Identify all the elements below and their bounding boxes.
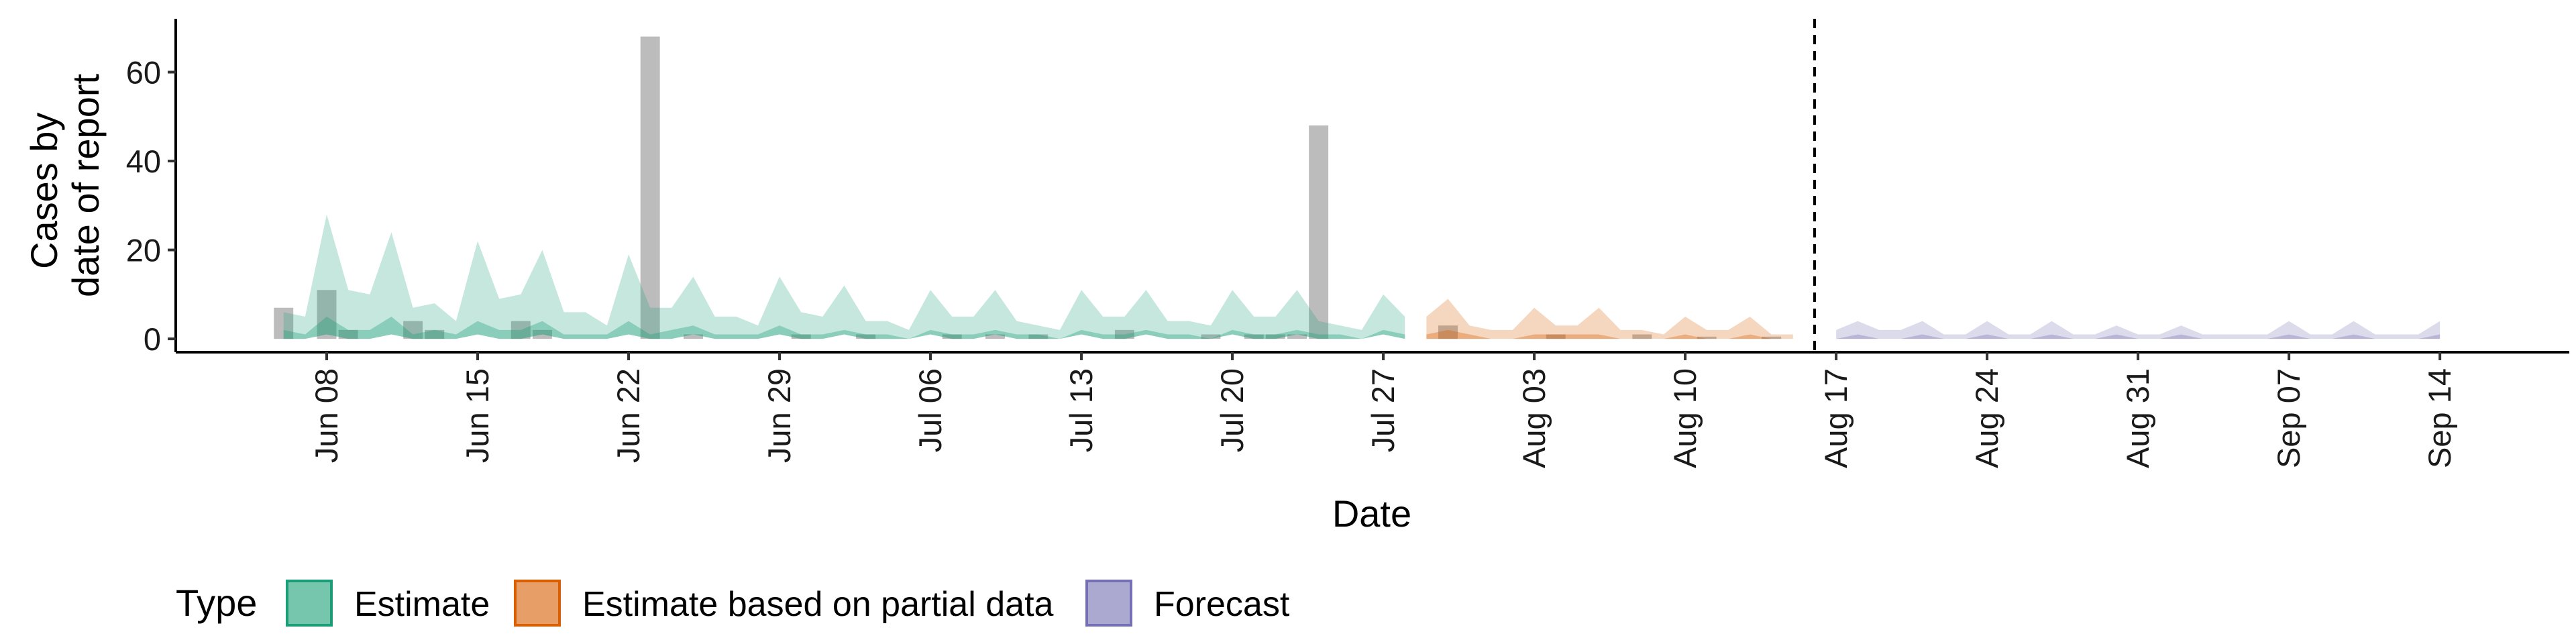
ribbon-90 <box>283 214 1405 339</box>
x-tick-label: Jun 08 <box>309 368 344 463</box>
observed-bar <box>532 329 552 339</box>
x-tick-label: Aug 24 <box>1969 368 2004 468</box>
observed-bar <box>1028 334 1049 339</box>
observed-bar <box>338 329 358 339</box>
observed-bar <box>511 321 531 339</box>
y-tick-label: 60 <box>126 55 161 91</box>
x-tick-label: Jul 13 <box>1063 368 1099 452</box>
legend-label: Forecast <box>1154 585 1290 624</box>
series-2 <box>1836 321 2440 339</box>
ribbon-50 <box>283 316 1405 339</box>
legend-key <box>514 580 561 627</box>
observed-bar <box>1762 336 1782 339</box>
y-axis-title: Cases by date of report <box>23 74 107 298</box>
x-tick-label: Aug 10 <box>1667 368 1703 468</box>
x-tick-label: Sep 07 <box>2271 368 2306 468</box>
ribbon-90 <box>1836 321 2440 339</box>
y-axis-ticks: 0 20 40 60 <box>126 55 176 357</box>
observed-bar <box>403 321 423 339</box>
observed-bar <box>985 334 1005 339</box>
ribbon-50 <box>1836 334 2440 339</box>
x-tick-label: Jun 15 <box>460 368 495 463</box>
observed-bar <box>1697 336 1717 339</box>
observed-bar <box>1632 334 1652 339</box>
observed-bar <box>640 36 660 339</box>
x-tick-label: Jul 20 <box>1214 368 1250 452</box>
x-tick-label: Aug 31 <box>2120 368 2155 468</box>
x-tick-label: Jun 29 <box>761 368 797 463</box>
legend-label: Estimate based on partial data <box>582 585 1054 624</box>
y-tick-label: 0 <box>144 321 161 357</box>
y-axis-title-line-1: Cases by <box>23 113 65 269</box>
y-tick-label: 20 <box>126 233 161 268</box>
series-1 <box>1426 299 1793 339</box>
observed-bar <box>942 334 962 339</box>
legend-key <box>286 580 333 627</box>
x-tick-label: Jun 22 <box>610 368 646 463</box>
x-tick-label: Aug 03 <box>1516 368 1552 468</box>
observed-bar <box>1287 334 1307 339</box>
legend-key <box>1085 580 1132 627</box>
x-tick-label: Jul 27 <box>1365 368 1401 452</box>
x-tick-label: Jul 06 <box>912 368 948 452</box>
estimate-ribbons <box>283 214 2440 339</box>
x-axis-title: Date <box>1332 492 1411 535</box>
series-0 <box>283 214 1405 339</box>
legend-label: Estimate <box>354 585 490 624</box>
observed-bar <box>317 290 337 339</box>
observed-bar <box>425 329 445 339</box>
observed-bars <box>274 36 1782 339</box>
legend-title: Type <box>176 582 257 624</box>
observed-bar <box>683 334 703 339</box>
y-axis-title-line-2: date of report <box>64 74 107 298</box>
observed-bar <box>1438 325 1458 339</box>
ribbon-50 <box>1426 329 1793 339</box>
observed-bar <box>1114 329 1134 339</box>
y-tick-label: 40 <box>126 144 161 179</box>
ribbon-90 <box>1426 299 1793 339</box>
legend: Type Estimate Estimate based on partial d… <box>176 580 1290 627</box>
observed-bar <box>1546 334 1566 339</box>
observed-bar <box>1201 334 1221 339</box>
observed-bar <box>1309 125 1329 339</box>
observed-bar <box>274 307 294 339</box>
observed-bar <box>856 334 876 339</box>
x-tick-label: Sep 14 <box>2422 368 2457 468</box>
x-axis-ticks: Jun 08 Jun 15 Jun 22 Jun 29 Jul 06 Jul 13 Jul … <box>309 352 2457 468</box>
observed-bar <box>1244 334 1264 339</box>
x-tick-label: Aug 17 <box>1818 368 1854 468</box>
observed-bar <box>1265 334 1285 339</box>
observed-bar <box>791 334 811 339</box>
